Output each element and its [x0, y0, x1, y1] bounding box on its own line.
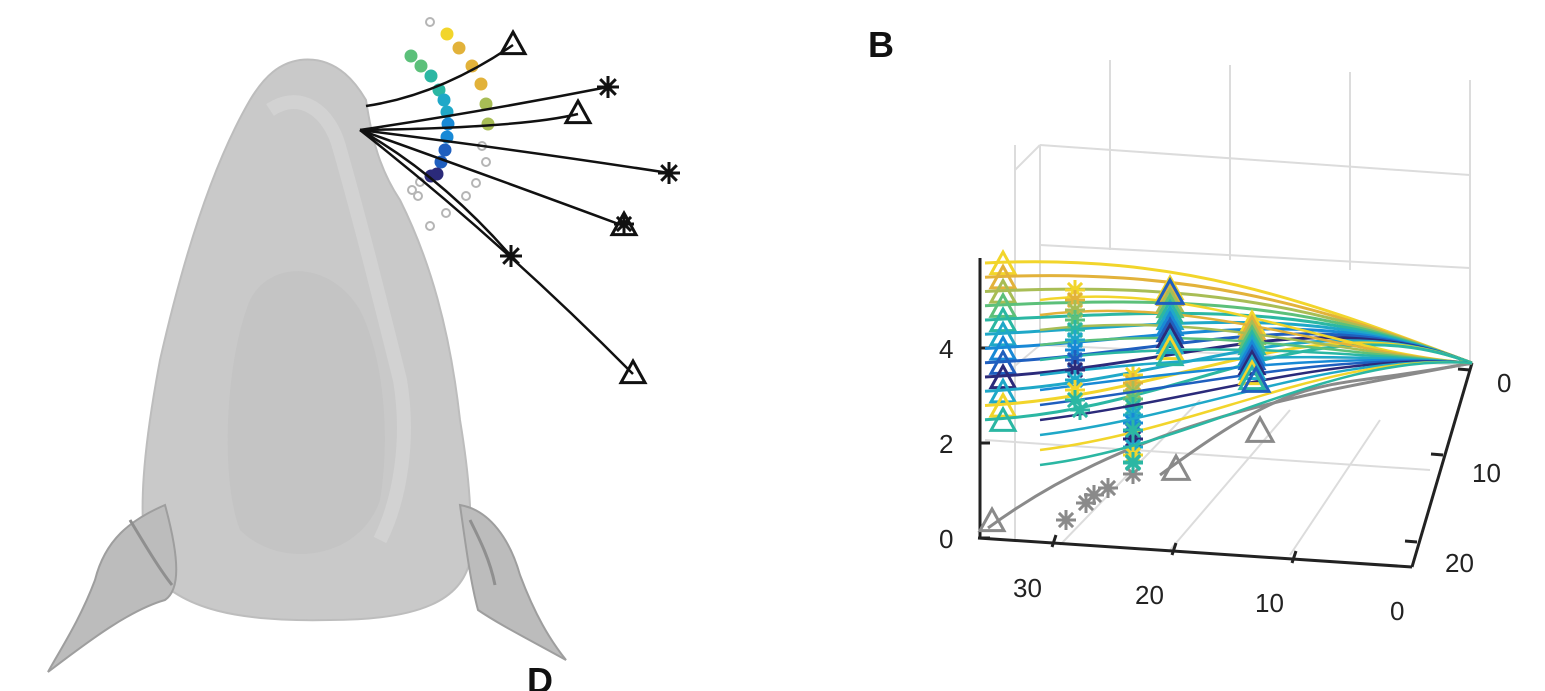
colored-triangle-marker [988, 248, 1018, 276]
colored-dots [404, 17, 495, 231]
colored-triangle-marker [988, 334, 1018, 361]
black-curves [359, 28, 680, 385]
panel-label-d: D [527, 660, 553, 691]
colored-triangle-marker [988, 377, 1018, 404]
gray-asterisk-marker [1056, 510, 1076, 530]
colored-triangle-marker [988, 320, 1018, 347]
gray-shape-right-flap [458, 503, 567, 661]
colored-series-line [1039, 361, 1473, 467]
black-curve [359, 112, 579, 132]
black-curve [359, 128, 512, 257]
hollow-dot [425, 17, 435, 27]
colored-triangle-marker [988, 305, 1018, 333]
gray-asterisk-marker [1098, 478, 1118, 498]
colored-triangle-marker [1154, 276, 1186, 305]
hollow-dot [471, 178, 481, 188]
right-panel: B 0 2 4 [868, 24, 1511, 626]
hollow-dot [461, 191, 471, 201]
x-tick-label-0: 0 [1390, 596, 1404, 626]
colored-dot [424, 69, 438, 83]
y-tick [1404, 539, 1418, 544]
gray-triangle-marker [1244, 414, 1276, 443]
colored-triangle-marker [988, 391, 1018, 418]
x-tick [1050, 534, 1058, 548]
y-tick-label-10: 10 [1472, 458, 1501, 488]
colored-triangle-marker [988, 263, 1018, 290]
colored-triangle-marker [1155, 327, 1185, 355]
tick-marks [980, 346, 1471, 564]
black-curve [359, 128, 625, 228]
colored-triangle-marker [988, 277, 1018, 304]
y-tick [1457, 367, 1471, 372]
y-tick [1430, 452, 1444, 457]
colored-triangle-marker [1155, 339, 1185, 367]
panel-label-b: B [868, 24, 894, 65]
colored-dot [474, 77, 488, 91]
colored-dot [424, 169, 438, 183]
hollow-dot [413, 191, 423, 201]
x-tick [1170, 542, 1178, 556]
triangle-marker [498, 28, 528, 56]
gray-shape-left-flap [47, 503, 178, 673]
black-curve [359, 129, 634, 375]
colored-dot [404, 49, 418, 63]
black-curve [365, 43, 514, 108]
gray-triangle-marker [1160, 452, 1192, 481]
y-tick-label-20: 20 [1445, 548, 1474, 578]
y-tick-label-0: 0 [1497, 368, 1511, 398]
left-panel [47, 17, 680, 673]
colored-triangle-marker [988, 348, 1018, 375]
hollow-dot [407, 185, 417, 195]
colored-dot [414, 59, 428, 73]
colored-triangle-marker [988, 362, 1018, 390]
hollow-dot [481, 157, 491, 167]
colored-asterisk-marker [1123, 420, 1143, 440]
gray-shape-left-flap-fold [128, 519, 174, 586]
hollow-dot [441, 208, 451, 218]
triangle-marker [618, 357, 648, 385]
x-tick-label-10: 10 [1255, 588, 1284, 618]
triangle-marker [563, 97, 593, 125]
hollow-dot [425, 221, 435, 231]
colored-triangle-marker [1155, 333, 1185, 361]
colored-triangle-marker [1237, 353, 1267, 381]
colored-asterisk-marker [1123, 452, 1143, 472]
colored-asterisk-marker [1070, 400, 1090, 420]
colored-dot [481, 117, 495, 131]
colored-triangle-marker [1240, 364, 1272, 393]
x-tick [1290, 550, 1298, 564]
asterisk-marker [614, 214, 634, 234]
gray-shape-ridge [266, 95, 411, 544]
z-tick-label-2: 2 [939, 429, 953, 459]
gray-asterisk-marker [1084, 485, 1104, 505]
asterisk-marker [597, 76, 619, 98]
x-tick-label-20: 20 [1135, 580, 1164, 610]
colored-triangle-marker [1237, 363, 1267, 391]
colored-triangle-marker [1155, 321, 1185, 349]
gray-shape-inner [227, 271, 385, 554]
axes-lines [977, 258, 1474, 569]
plot-series [977, 248, 1473, 533]
colored-dot [440, 27, 454, 41]
colored-dot [438, 143, 452, 157]
colored-dot [479, 97, 493, 111]
colored-triangle-marker [988, 405, 1018, 432]
gray-shape-right-flap-fold [468, 519, 497, 586]
asterisk-marker [658, 162, 680, 184]
z-tick-label-0: 0 [939, 524, 953, 554]
black-curve [359, 128, 670, 175]
black-curve [359, 85, 609, 132]
z-tick-label-4: 4 [939, 334, 953, 364]
colored-dot [437, 93, 451, 107]
x-tick-label-30: 30 [1013, 573, 1042, 603]
colored-dot [452, 41, 466, 55]
gray-series-line [1159, 361, 1473, 477]
gray-triangle-marker [977, 505, 1007, 533]
colored-triangle-marker [988, 291, 1018, 318]
